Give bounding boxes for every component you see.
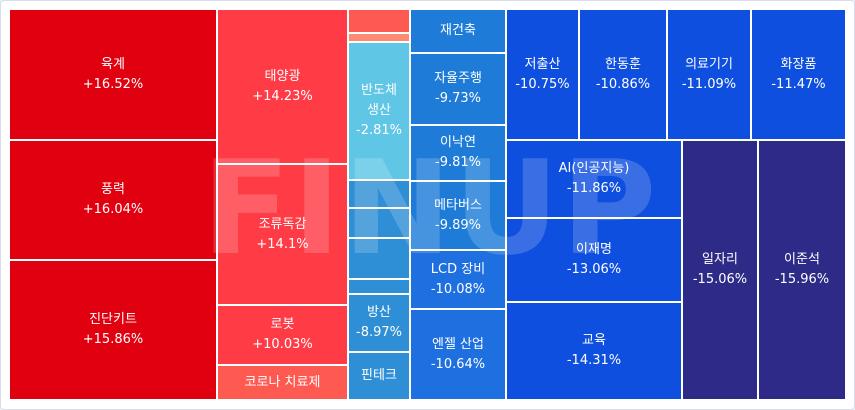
treemap-tile-joryudokgam[interactable]: 조류독감 +14.1% — [217, 164, 348, 305]
tile-label: 태양광 — [264, 68, 301, 84]
tile-value: +16.52% — [82, 76, 144, 92]
tile-label: 재건축 — [440, 23, 476, 38]
treemap-tile-yukgye[interactable]: 육계 +16.52% — [9, 9, 217, 140]
treemap-tile-ai[interactable]: AI(인공지능) -11.86% — [506, 140, 682, 218]
tile-label: 반도체 생산 — [361, 83, 397, 118]
tile-value: -2.81% — [356, 123, 402, 138]
tile-value: -10.75% — [515, 76, 570, 92]
tile-label: 자율주행 — [434, 71, 482, 86]
tile-label: 진단키트 — [89, 312, 137, 327]
tile-label: 엔젤 산업 — [432, 336, 484, 352]
treemap-tile-robot[interactable]: 로봇 +10.03% — [217, 305, 348, 365]
tile-label: 육계 — [101, 56, 125, 72]
tile-label: 이준석 — [784, 252, 820, 267]
tile-label: 일자리 — [702, 252, 738, 267]
tile-value: -11.86% — [566, 181, 622, 196]
tile-value: +15.86% — [82, 332, 144, 347]
treemap-tile-pungryeok[interactable]: 풍력 +16.04% — [9, 140, 217, 260]
tile-label: 방산 — [367, 305, 391, 320]
tile-value: -14.31% — [566, 353, 622, 368]
treemap-tile-metaverse[interactable]: 메타버스 -9.89% — [410, 181, 506, 250]
tile-value: +16.04% — [82, 202, 144, 217]
tile-label: LCD 장비 — [430, 261, 486, 277]
treemap-tile-corona-treatment[interactable]: 코로나 치료제 — [217, 365, 348, 400]
treemap-tile-lee-junseok[interactable]: 이준석 -15.96% — [758, 140, 846, 400]
treemap-tile-jindan-kit[interactable]: 진단키트 +15.86% — [9, 260, 217, 400]
treemap-tile-enjel-industry[interactable]: 엔젤 산업 -10.64% — [410, 309, 506, 400]
treemap-tile-fintech[interactable]: 핀테크 — [348, 352, 410, 400]
treemap-tile-autonomous-driving[interactable]: 자율주행 -9.73% — [410, 53, 506, 125]
treemap-tile-cosmetics[interactable]: 화장품 -11.47% — [751, 9, 846, 140]
treemap-tile-reconstruction[interactable]: 재건축 — [410, 9, 506, 53]
tile-value: -9.81% — [435, 155, 481, 170]
treemap-tile-bangsan[interactable]: 방산 -8.97% — [348, 294, 410, 352]
treemap-tile-lcd-equipment[interactable]: LCD 장비 -10.08% — [410, 250, 506, 309]
tile-value: -11.09% — [681, 76, 737, 92]
tile-value: -13.06% — [566, 262, 622, 277]
tile-value: -9.89% — [435, 217, 481, 233]
tile-label: 코로나 치료제 — [244, 374, 321, 390]
tile-label: 화장품 — [780, 56, 817, 72]
treemap-tile-taeyanggwang[interactable]: 태양광 +14.23% — [217, 9, 348, 164]
treemap-tile-semiconductor-production[interactable]: 반도체 생산 -2.81% — [348, 42, 410, 180]
treemap-tile-jobs[interactable]: 일자리 -15.06% — [682, 140, 758, 400]
treemap-tile-small-red-2[interactable] — [348, 33, 410, 42]
tile-value: -10.86% — [595, 76, 651, 92]
tile-label: 이재명 — [576, 242, 612, 257]
tile-value: -9.73% — [435, 91, 481, 106]
tile-value: -15.96% — [774, 272, 830, 287]
tile-label: 교육 — [582, 333, 606, 348]
treemap-tile-small-blue-2[interactable] — [348, 208, 410, 238]
tile-label: 저출산 — [524, 56, 561, 72]
tile-label: AI(인공지능) — [558, 161, 630, 176]
tile-value: -8.97% — [356, 325, 402, 340]
tile-value: -10.64% — [430, 356, 486, 372]
tile-label: 메타버스 — [434, 197, 482, 213]
tile-label: 풍력 — [101, 182, 125, 197]
tile-value: -10.08% — [430, 281, 486, 297]
tile-label: 한동훈 — [605, 56, 641, 72]
tile-value: +14.1% — [256, 236, 309, 252]
treemap-tile-han-donghun[interactable]: 한동훈 -10.86% — [579, 9, 667, 140]
treemap-tile-small-red-1[interactable] — [348, 9, 410, 33]
tile-value: +14.23% — [252, 88, 313, 104]
tile-value: -11.47% — [771, 76, 826, 92]
treemap-tile-education[interactable]: 교육 -14.31% — [506, 302, 682, 400]
treemap-tile-inaknyeon[interactable]: 이낙연 -9.81% — [410, 125, 506, 181]
tile-value: +10.03% — [252, 337, 313, 352]
tile-label: 이낙연 — [440, 135, 476, 150]
treemap-tile-small-blue-1[interactable] — [348, 180, 410, 208]
treemap-tile-low-birth[interactable]: 저출산 -10.75% — [506, 9, 579, 140]
treemap-tile-small-blue-3[interactable] — [348, 238, 410, 279]
treemap-tile-lee-jaemyung[interactable]: 이재명 -13.06% — [506, 218, 682, 302]
tile-label: 의료기기 — [685, 56, 733, 72]
tile-label: 조류독감 — [258, 216, 307, 232]
tile-label: 핀테크 — [361, 368, 397, 383]
treemap-tile-small-blue-4[interactable] — [348, 279, 410, 294]
tile-value: -15.06% — [692, 272, 748, 287]
treemap-tile-medical-devices[interactable]: 의료기기 -11.09% — [667, 9, 751, 140]
tile-label: 로봇 — [270, 317, 295, 332]
